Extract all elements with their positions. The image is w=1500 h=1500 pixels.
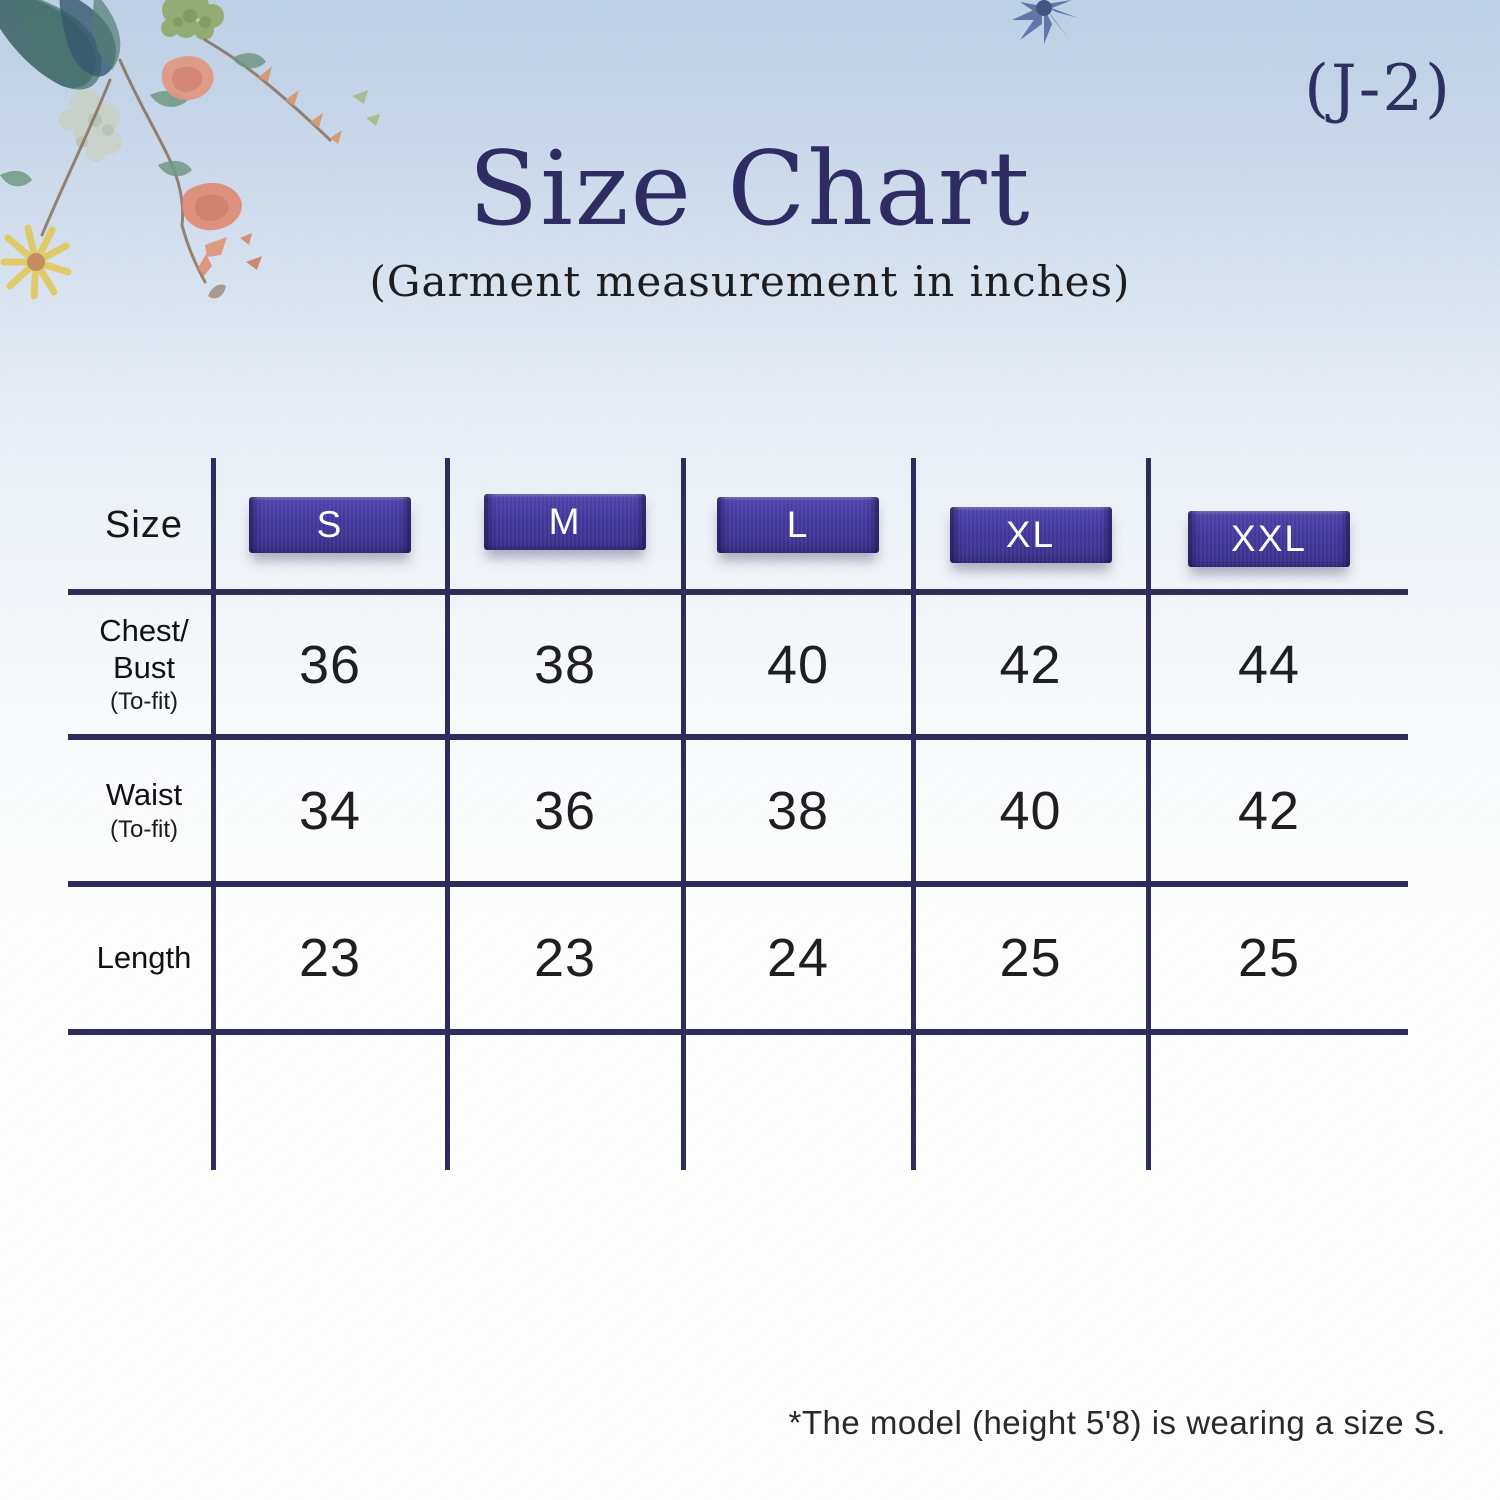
- header-cell: XL: [913, 458, 1148, 592]
- table-vertical-rule: [681, 458, 686, 1170]
- size-chart-table: Size S M L XL XXL Chest/ Bust (To-fit) 3…: [68, 458, 1415, 1170]
- table-vertical-rule: [211, 458, 216, 1170]
- table-vertical-rule: [445, 458, 450, 1170]
- page-title: Size Chart: [468, 130, 1032, 249]
- table-cell-length-m: 23: [533, 928, 597, 988]
- column-header-size: Size: [105, 503, 183, 546]
- title-block: Size Chart (Garment measurement in inche…: [0, 136, 1500, 306]
- table-cell-length-xxl: 25: [1237, 928, 1301, 988]
- blue-cornflower-icon: [1012, 0, 1078, 44]
- table-cell-length-xl: 25: [999, 928, 1062, 988]
- table-horizontal-rule: [68, 1029, 1408, 1035]
- size-ribbon-s: S: [249, 497, 411, 553]
- row-header-waist: Waist (To-fit): [75, 737, 213, 884]
- table-cell-waist-s: 34: [298, 780, 362, 841]
- row-label: Waist: [105, 777, 183, 813]
- table-cell-chest-s: 36: [298, 634, 362, 695]
- row-sublabel: (To-fit): [110, 815, 178, 843]
- table-cell-waist-m: 36: [533, 780, 597, 841]
- table-cell-chest-m: 38: [533, 634, 597, 695]
- table-horizontal-rule: [68, 734, 1408, 740]
- table-cell-chest-xl: 42: [999, 634, 1062, 695]
- page-subtitle: (Garment measurement in inches): [369, 257, 1131, 307]
- size-ribbon-m: M: [484, 494, 646, 550]
- table-cell-chest-l: 40: [766, 634, 830, 695]
- size-ribbon-l: L: [717, 497, 879, 553]
- table-horizontal-rule: [68, 881, 1408, 887]
- model-size-footnote: *The model (height 5'8) is wearing a siz…: [788, 1404, 1446, 1441]
- table-cell-waist-xxl: 42: [1237, 780, 1301, 841]
- header-cell: M: [447, 458, 683, 592]
- size-ribbon-xl: XL: [949, 507, 1112, 563]
- header-cell: L: [683, 458, 913, 592]
- row-label: Length: [96, 939, 192, 975]
- header-cell: S: [213, 458, 447, 592]
- row-header-length: Length: [75, 884, 213, 1032]
- table-cell-length-s: 23: [298, 928, 362, 988]
- row-label: Chest/ Bust: [99, 612, 189, 685]
- table-cell-waist-xl: 40: [999, 780, 1062, 841]
- table-cell-waist-l: 38: [766, 780, 830, 841]
- table-horizontal-rule: [68, 589, 1408, 595]
- size-ribbon-xxl: XXL: [1188, 511, 1350, 567]
- table-cell-length-l: 24: [766, 928, 830, 988]
- table-vertical-rule: [911, 458, 916, 1170]
- row-header-chest-bust: Chest/ Bust (To-fit): [75, 592, 213, 737]
- variant-tag: (J-2): [1304, 52, 1452, 126]
- row-sublabel: (To-fit): [110, 688, 178, 716]
- header-cell: XXL: [1148, 458, 1390, 592]
- table-grid: Size S M L XL XXL Chest/ Bust (To-fit) 3…: [75, 458, 1390, 1032]
- table-cell-chest-xxl: 44: [1237, 634, 1301, 695]
- table-vertical-rule: [1146, 458, 1151, 1170]
